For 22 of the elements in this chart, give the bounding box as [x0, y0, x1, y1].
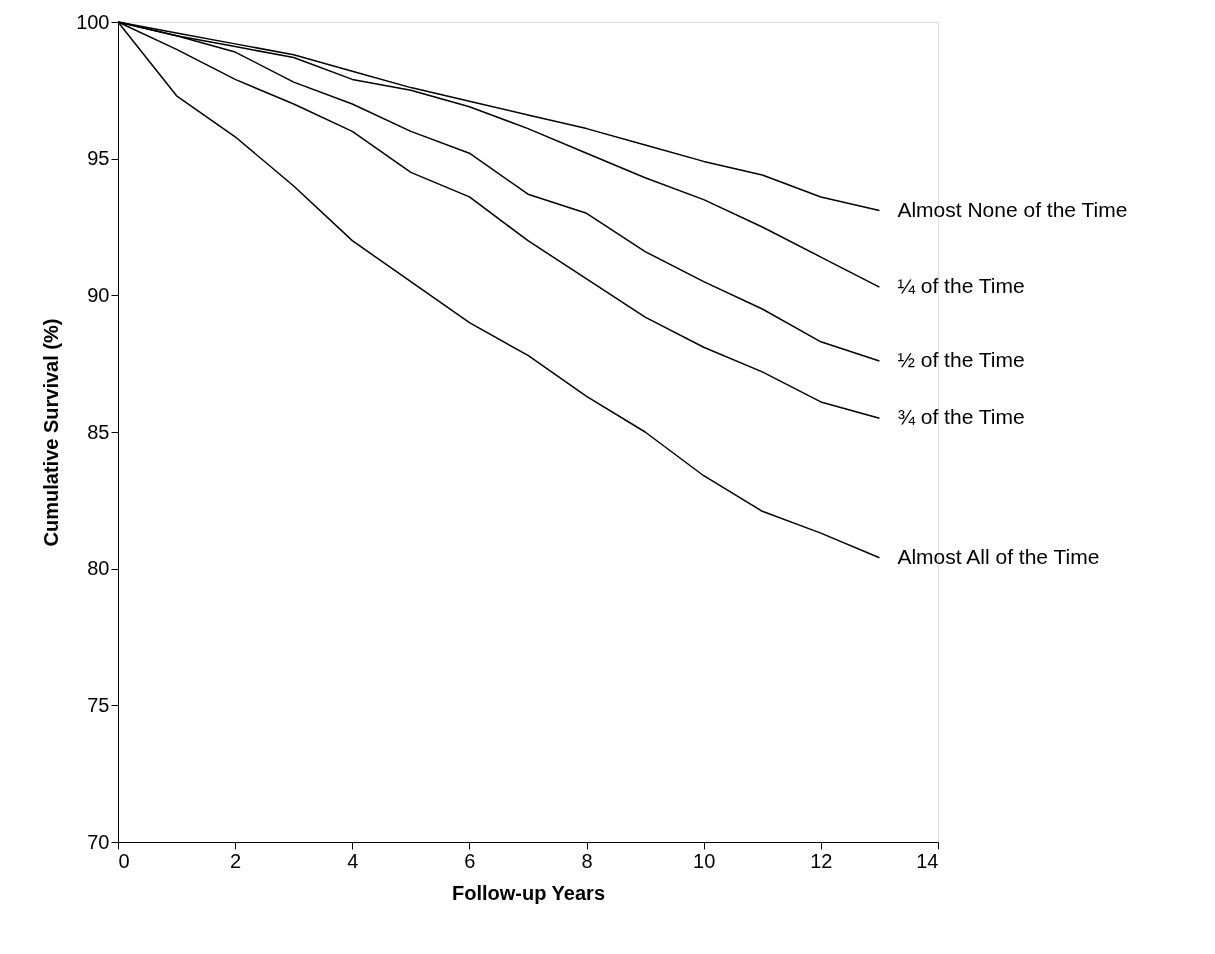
- y-tick-label: 85: [87, 420, 110, 443]
- series-label: ¾ of the Time: [897, 405, 1025, 429]
- x-tick-label: 6: [464, 849, 476, 872]
- series-label: ½ of the Time: [897, 347, 1025, 371]
- series-label: Almost All of the Time: [897, 544, 1100, 568]
- x-tick-label: 8: [581, 849, 593, 872]
- y-tick-label: 70: [87, 830, 110, 853]
- series-label: ¼ of the Time: [897, 274, 1025, 298]
- y-tick-label: 100: [76, 10, 110, 33]
- x-tick-label: 0: [118, 849, 130, 872]
- y-tick-label: 90: [87, 283, 110, 306]
- x-axis-title: Follow-up Years: [452, 881, 605, 904]
- y-tick-label: 95: [87, 147, 110, 170]
- x-tick-label: 10: [693, 849, 716, 872]
- y-axis-title: Cumulative Survival (%): [40, 318, 63, 547]
- x-tick-label: 2: [230, 849, 242, 872]
- y-tick-label: 75: [87, 693, 110, 716]
- x-tick-label: 12: [810, 849, 833, 872]
- x-tick-label: 14: [916, 849, 939, 872]
- series-label: Almost None of the Time: [897, 197, 1128, 221]
- x-tick-label: 4: [347, 849, 359, 872]
- y-tick-label: 80: [87, 557, 110, 580]
